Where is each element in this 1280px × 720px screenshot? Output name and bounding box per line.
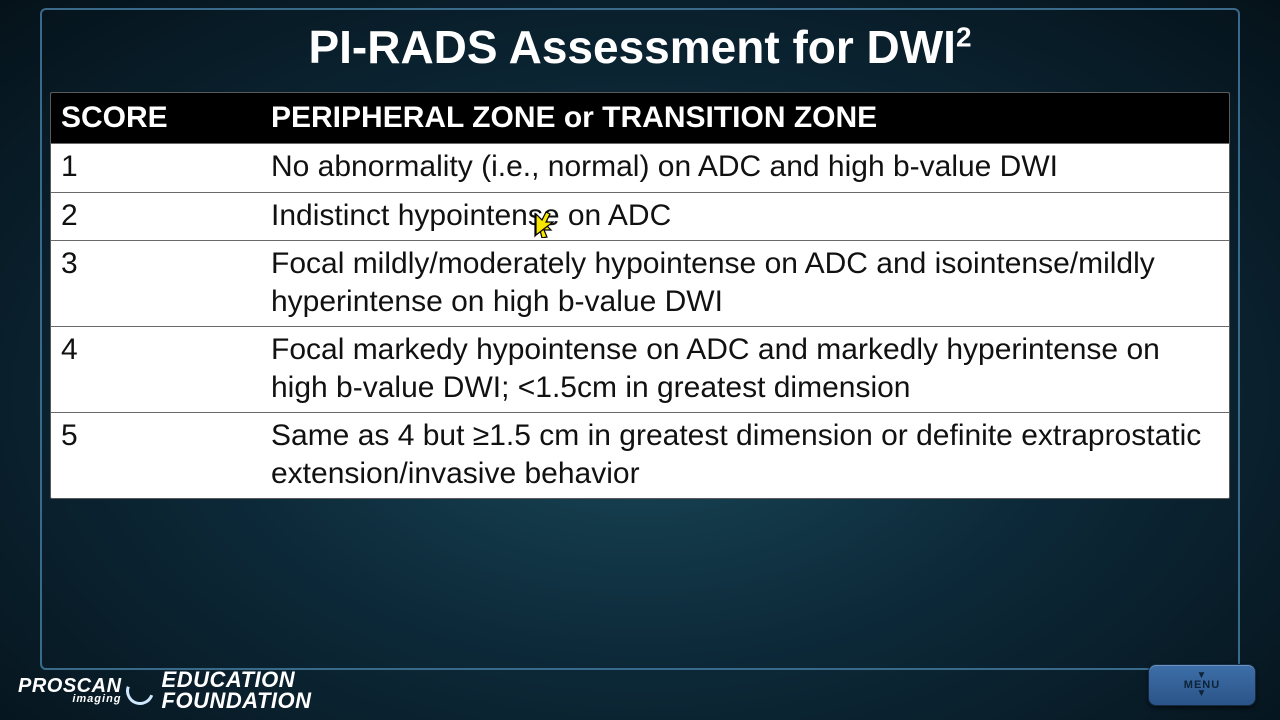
slide-frame: PI-RADS Assessment for DWI2 SCORE PERIPH… <box>40 8 1240 670</box>
swoosh-icon <box>121 673 158 710</box>
header-description: PERIPHERAL ZONE or TRANSITION ZONE <box>271 101 1219 135</box>
table-header-row: SCORE PERIPHERAL ZONE or TRANSITION ZONE <box>51 93 1229 143</box>
table-row: 4 Focal markedy hypointense on ADC and m… <box>51 326 1229 412</box>
footer-logo: PROSCAN imaging EDUCATION FOUNDATION <box>18 670 312 712</box>
cell-description: Same as 4 but ≥1.5 cm in greatest dimens… <box>271 417 1219 492</box>
table-row: 3 Focal mildly/moderately hypointense on… <box>51 240 1229 326</box>
edu-line2: FOUNDATION <box>162 691 312 712</box>
cell-description: Indistinct hypointense on ADC <box>271 197 1219 235</box>
cell-score: 2 <box>61 197 271 235</box>
header-score: SCORE <box>61 101 271 135</box>
table-row: 5 Same as 4 but ≥1.5 cm in greatest dime… <box>51 412 1229 498</box>
assessment-table: SCORE PERIPHERAL ZONE or TRANSITION ZONE… <box>50 92 1230 499</box>
proscan-logo-text: PROSCAN imaging <box>18 678 122 703</box>
cell-score: 5 <box>61 417 271 492</box>
proscan-line2: imaging <box>72 695 121 704</box>
cell-score: 3 <box>61 245 271 320</box>
title-superscript: 2 <box>956 22 972 53</box>
table-row: 2 Indistinct hypointense on ADC <box>51 192 1229 241</box>
table-row: 1 No abnormality (i.e., normal) on ADC a… <box>51 143 1229 192</box>
menu-button[interactable]: ▼ MENU ▼ <box>1148 664 1256 706</box>
cell-description: Focal mildly/moderately hypointense on A… <box>271 245 1219 320</box>
slide-title: PI-RADS Assessment for DWI2 <box>42 10 1238 92</box>
cell-score: 4 <box>61 331 271 406</box>
cell-description: Focal markedy hypointense on ADC and mar… <box>271 331 1219 406</box>
cell-description: No abnormality (i.e., normal) on ADC and… <box>271 148 1219 186</box>
chevron-down-icon: ▼ <box>1197 691 1208 697</box>
education-foundation-text: EDUCATION FOUNDATION <box>162 670 312 712</box>
title-text: PI-RADS Assessment for DWI <box>308 21 956 73</box>
cell-score: 1 <box>61 148 271 186</box>
